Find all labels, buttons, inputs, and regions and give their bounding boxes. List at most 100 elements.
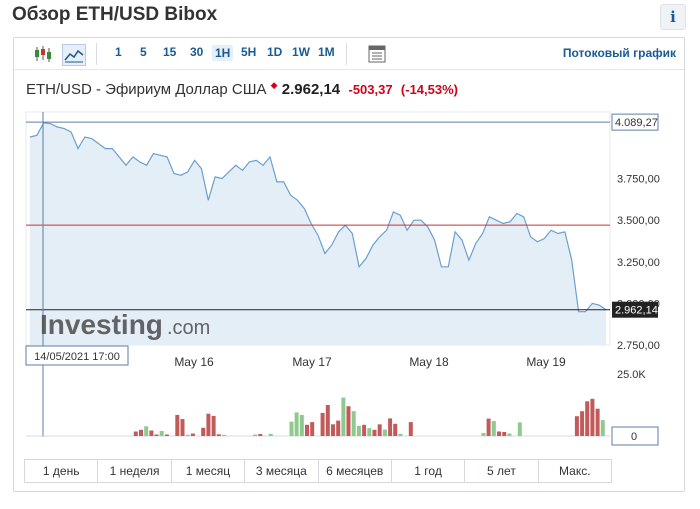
timeframe-1w[interactable]: 1W [292, 45, 310, 59]
last-price: 2.962,14 [281, 81, 341, 98]
volume-bar [346, 406, 351, 436]
volume-bar [253, 434, 258, 436]
volume-bar [497, 431, 501, 436]
price-chart[interactable]: Investing.com 3.750,003.500,003.250,003.… [14, 38, 684, 458]
volume-bar [299, 414, 304, 436]
range-1-month[interactable]: 1 месяц [172, 460, 246, 482]
volume-bar [382, 429, 387, 436]
range-selector: 1 день 1 неделя 1 месяц 3 месяца 6 месяц… [24, 459, 612, 483]
down-arrow-icon: ◆ [270, 80, 278, 90]
volume-bar [268, 433, 273, 436]
volume-bar [580, 411, 585, 436]
investing-watermark-suffix: .com [167, 317, 210, 339]
volume-bar [180, 419, 185, 436]
volume-bar [175, 414, 180, 436]
volume-bar [388, 418, 393, 436]
price-area [30, 122, 606, 345]
volume-bar [351, 411, 356, 436]
info-icon[interactable]: i [660, 4, 686, 30]
volume-bar [149, 430, 154, 436]
price-tick-label: 3.250,00 [617, 257, 660, 269]
price-tick-label: 2.750,00 [617, 340, 660, 352]
price-line [29, 122, 607, 313]
range-1-day[interactable]: 1 день [25, 460, 99, 482]
price-tick-label: 3.500,00 [617, 215, 660, 227]
volume-bar [341, 397, 346, 436]
current-price-box [612, 301, 658, 318]
volume-bar [133, 431, 138, 436]
current-price-label: 2.962,14 [615, 305, 658, 317]
crosshair-date-label: 14/05/2021 17:00 [34, 351, 120, 363]
volume-zero-box [611, 426, 659, 446]
volume-bar [585, 401, 590, 436]
volume-bar [320, 412, 325, 436]
date-tick-label: May 17 [292, 355, 332, 369]
volume-bar [216, 434, 221, 436]
date-tick-label: May 16 [174, 355, 214, 369]
range-max[interactable]: Макс. [559, 464, 591, 478]
volume-bar [164, 434, 169, 436]
timeframe-1d[interactable]: 1D [267, 45, 283, 59]
toolbar-divider [346, 43, 347, 65]
volume-bar [362, 424, 367, 436]
volume-bar [310, 422, 315, 436]
volume-bar [393, 423, 398, 436]
volume-bar [356, 425, 361, 436]
volume-bar [185, 434, 190, 436]
volume-bar [139, 429, 143, 436]
volume-bar [190, 433, 195, 436]
volume-bar [377, 424, 382, 436]
volume-bar [491, 421, 496, 436]
high-price-box [611, 113, 659, 131]
volume-bar [211, 415, 216, 436]
price-tick-label: 3.750,00 [617, 174, 660, 186]
volume-bar [574, 416, 579, 436]
timeframe-1[interactable]: 1 [115, 45, 122, 59]
range-1-week[interactable]: 1 неделя [98, 460, 172, 482]
chart-frame: 1 5 15 30 1H 5H 1D 1W 1M Потоковый графи… [13, 37, 685, 492]
stream-chart-link[interactable]: Потоковый график [562, 46, 676, 60]
volume-bar [294, 412, 299, 436]
quote-line: ETH/USD - Эфириум Доллар США ◆ 2.962,14 … [26, 80, 458, 98]
instrument-name: ETH/USD - Эфириум Доллар США [26, 81, 267, 98]
volume-bar [154, 434, 159, 436]
date-tick-label: May 19 [526, 355, 566, 369]
volume-bar [486, 418, 491, 436]
timeframe-1m[interactable]: 1M [318, 45, 335, 59]
range-1-year[interactable]: 1 год [392, 460, 466, 482]
volume-bar [325, 405, 330, 436]
volume-bar [305, 424, 309, 436]
candlestick-chart-icon[interactable] [32, 44, 54, 64]
timeframe-5h[interactable]: 5H [241, 45, 257, 59]
volume-bar [398, 433, 403, 436]
volume-max-label: 25.0K [617, 369, 646, 381]
volume-bar [372, 429, 377, 436]
price-change-percent: (-14,53%) [400, 82, 458, 97]
crosshair-date-box [25, 345, 129, 366]
volume-bar [206, 413, 211, 436]
range-3-months[interactable]: 3 месяца [245, 460, 319, 482]
timeframe-15[interactable]: 15 [163, 45, 177, 59]
high-price-label: 4.089,27 [615, 117, 658, 129]
volume-bar [331, 424, 335, 436]
volume-bar [222, 434, 226, 436]
timeframe-1h[interactable]: 1H [212, 45, 234, 61]
volume-bar [408, 422, 413, 436]
volume-bar [336, 420, 341, 436]
volume-bar [289, 421, 294, 436]
range-6-months[interactable]: 6 месяцев [319, 460, 392, 482]
price-change: -503,37 [348, 82, 393, 97]
range-5-years[interactable]: 5 лет [465, 460, 539, 482]
investing-watermark: Investing [40, 309, 163, 340]
volume-bar [590, 398, 595, 436]
chart-toolbar: 1 5 15 30 1H 5H 1D 1W 1M Потоковый графи… [14, 38, 684, 70]
toolbar-divider [96, 43, 97, 65]
volume-bar [258, 434, 263, 436]
timeframe-5[interactable]: 5 [140, 45, 147, 59]
area-chart-icon[interactable] [62, 44, 86, 66]
volume-bar [595, 408, 600, 436]
timeframe-30[interactable]: 30 [190, 45, 204, 59]
volume-zero-label: 0 [631, 431, 637, 443]
table-icon[interactable] [366, 44, 388, 64]
volume-bar [502, 432, 507, 436]
